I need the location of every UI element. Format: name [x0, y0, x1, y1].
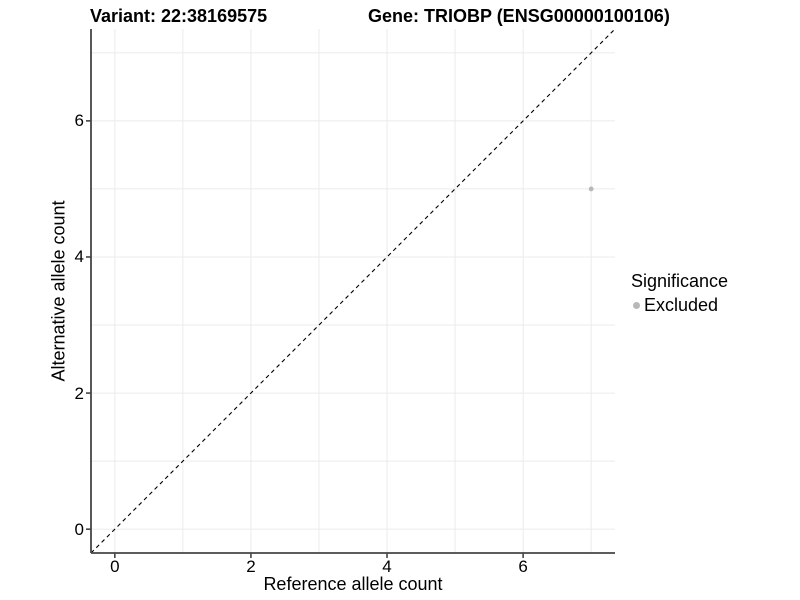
- x-tick-label: 6: [518, 557, 528, 576]
- y-tick-label: 0: [74, 519, 84, 539]
- identity-line: [90, 28, 616, 554]
- plot-title-variant: Variant: 22:38169575: [90, 6, 268, 26]
- plot-title-gene: Gene: TRIOBP (ENSG00000100106): [368, 6, 670, 26]
- legend-item-excluded: Excluded: [633, 295, 728, 316]
- axis-ticks: [86, 120, 524, 558]
- legend-title: Significance: [631, 271, 729, 291]
- x-axis-title: Reference allele count: [263, 574, 443, 594]
- y-axis-title: Alternative allele count: [48, 200, 69, 382]
- x-tick-label: 0: [110, 557, 120, 576]
- y-tick-label: 6: [74, 111, 84, 131]
- excluded-marker-icon: [633, 302, 640, 309]
- x-tick-label: 4: [382, 557, 392, 576]
- gridlines: [91, 29, 615, 553]
- y-tick-label: 4: [74, 247, 84, 267]
- identity-reference-line: [90, 28, 616, 554]
- x-tick-label: 2: [246, 557, 256, 576]
- legend-item-label: Excluded: [644, 295, 719, 315]
- data-point-excluded: [588, 186, 594, 192]
- y-tick-label: 2: [74, 383, 84, 403]
- data-points: [588, 186, 594, 192]
- axis-lines: [90, 29, 615, 554]
- legend: Significance Excluded: [631, 271, 728, 316]
